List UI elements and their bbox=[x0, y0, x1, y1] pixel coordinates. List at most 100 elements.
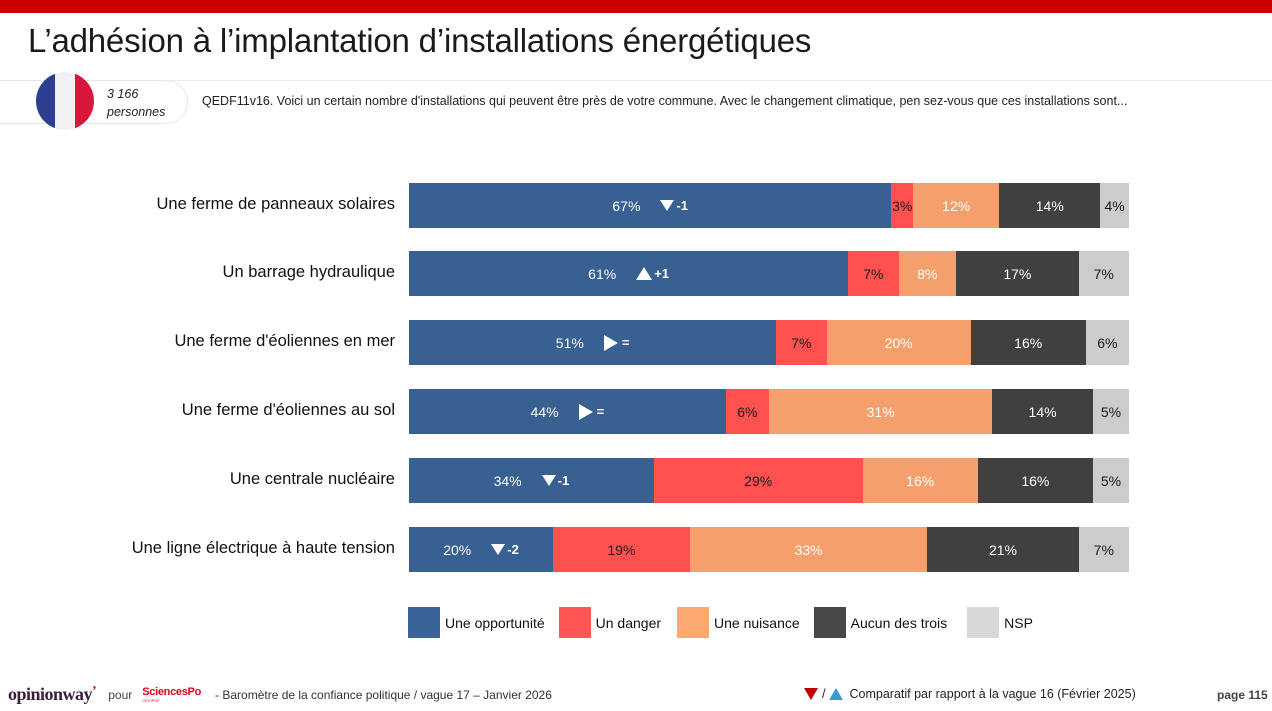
legend-label: Une nuisance bbox=[714, 614, 800, 631]
footer-left: opinionway’ pour SciencesPo CEVIPOF - Ba… bbox=[8, 684, 552, 705]
data-label: 7% bbox=[1093, 541, 1114, 558]
triangle-right-icon bbox=[578, 403, 593, 420]
evolution-indicator: = bbox=[603, 334, 630, 351]
bar-segment-danger: 29% bbox=[653, 458, 863, 503]
evolution-indicator: -1 bbox=[660, 198, 688, 213]
bar-segment-opportunite: 51% = bbox=[409, 320, 777, 365]
bar-row: 51% = 7% 20% 16% 6% bbox=[409, 320, 1129, 365]
data-label: 5% bbox=[1100, 403, 1122, 420]
triangle-down-icon bbox=[491, 544, 506, 555]
bar-row: 20% -2 19% 33% 21% 7% bbox=[409, 527, 1129, 572]
legend-swatch bbox=[813, 607, 846, 638]
legend-swatch bbox=[967, 607, 1000, 638]
data-label: 51% bbox=[555, 334, 584, 351]
data-label: 7% bbox=[1093, 265, 1114, 282]
sciencespo-logo: SciencesPo CEVIPOF bbox=[142, 685, 202, 703]
bar-segment-nsp: 7% bbox=[1078, 251, 1129, 296]
bar-segment-nuisance: 31% bbox=[768, 389, 993, 434]
legend-item-danger: Un danger bbox=[558, 607, 662, 638]
page-number: page 115 bbox=[1217, 688, 1268, 702]
legend-label: Aucun des trois bbox=[850, 614, 948, 631]
bar-segment-opportunite: 61% +1 bbox=[409, 251, 849, 296]
data-label: 21% bbox=[988, 541, 1017, 558]
bar-segment-danger: 6% bbox=[725, 389, 769, 434]
top-accent-bar bbox=[0, 0, 1272, 13]
evolution-indicator: +1 bbox=[636, 266, 669, 281]
evolution-value: +1 bbox=[654, 266, 670, 281]
bar-segment-aucun: 21% bbox=[927, 527, 1079, 572]
data-label: 20% bbox=[443, 541, 472, 558]
bar-segment-nsp: 5% bbox=[1092, 389, 1129, 434]
chart-legend: Une opportunité Un danger Une nuisance Aucu… bbox=[408, 607, 1033, 638]
legend-swatch bbox=[558, 607, 591, 638]
evolution-indicator: -1 bbox=[541, 473, 569, 488]
category-label: Une ferme d'éoliennes en mer bbox=[174, 332, 395, 350]
data-label: 8% bbox=[917, 265, 938, 282]
bar-row: 44% = 6% 31% 14% 5% bbox=[409, 389, 1129, 434]
data-label: 12% bbox=[942, 197, 971, 214]
bar-segment-aucun: 14% bbox=[999, 183, 1101, 228]
bar-segment-nuisance: 8% bbox=[898, 251, 957, 296]
legend-label: Un danger bbox=[595, 614, 662, 631]
evolution-value: = bbox=[596, 404, 605, 419]
legend-item-nsp: NSP bbox=[967, 607, 1033, 638]
legend-swatch bbox=[677, 607, 710, 638]
france-flag-icon bbox=[36, 72, 94, 130]
category-label: Une centrale nucléaire bbox=[229, 470, 395, 488]
opinionway-logo: opinionway’ bbox=[8, 684, 97, 704]
data-label: 7% bbox=[863, 265, 884, 282]
bar-segment-nsp: 5% bbox=[1092, 458, 1129, 503]
decrease-triangle-icon bbox=[804, 688, 818, 700]
data-label: 16% bbox=[906, 472, 935, 489]
triangle-down-icon bbox=[660, 200, 675, 211]
data-label: 16% bbox=[1014, 334, 1043, 351]
data-label: 44% bbox=[530, 403, 559, 420]
legend-label: Une opportunité bbox=[445, 614, 545, 631]
bar-segment-aucun: 16% bbox=[970, 320, 1086, 365]
header-divider bbox=[0, 80, 1272, 81]
data-label: 5% bbox=[1100, 472, 1122, 489]
data-label: 17% bbox=[1003, 265, 1032, 282]
bar-segment-nsp: 6% bbox=[1085, 320, 1129, 365]
bar-segment-nsp: 7% bbox=[1078, 527, 1129, 572]
evolution-value: -1 bbox=[676, 198, 688, 213]
comparison-note: / Comparatif par rapport à la vague 16 (… bbox=[804, 687, 1136, 701]
bar-segment-nsp: 4% bbox=[1100, 183, 1129, 228]
data-label: 6% bbox=[1097, 334, 1118, 351]
legend-swatch bbox=[408, 607, 440, 638]
data-label: 20% bbox=[884, 334, 913, 351]
data-label: 61% bbox=[588, 265, 617, 282]
legend-item-opportunite: Une opportunité bbox=[408, 607, 545, 638]
data-label: 16% bbox=[1021, 472, 1050, 489]
bar-row: 34% -1 29% 16% 16% 5% bbox=[409, 458, 1129, 503]
category-label: Une ferme de panneaux solaires bbox=[156, 195, 395, 213]
bar-segment-opportunite: 44% = bbox=[409, 389, 726, 434]
bar-segment-aucun: 17% bbox=[956, 251, 1079, 296]
triangle-right-icon bbox=[603, 334, 618, 351]
sample-size-number: 3 166 bbox=[107, 87, 139, 101]
triangle-up-icon bbox=[636, 267, 653, 280]
evolution-value: -2 bbox=[507, 542, 519, 557]
bar-segment-danger: 19% bbox=[553, 527, 690, 572]
sample-size: 3 166 personnes bbox=[107, 85, 165, 121]
bar-segment-opportunite: 67% -1 bbox=[409, 183, 892, 228]
triangle-down-icon bbox=[541, 475, 556, 486]
bar-segment-aucun: 16% bbox=[977, 458, 1093, 503]
legend-label: NSP bbox=[1004, 614, 1033, 631]
data-label: 14% bbox=[1035, 197, 1064, 214]
study-title: - Baromètre de la confiance politique / … bbox=[215, 687, 552, 702]
footer-pour: pour bbox=[108, 687, 133, 702]
bar-row: 67% -1 3% 12% 14% 4% bbox=[409, 183, 1129, 228]
stacked-bar-chart: Une ferme de panneaux solaires 67% -1 3% 12%… bbox=[132, 183, 1129, 572]
sample-size-pill bbox=[0, 80, 188, 124]
increase-triangle-icon bbox=[829, 688, 844, 700]
legend-item-nuisance: Une nuisance bbox=[677, 607, 800, 638]
bar-segment-aucun: 14% bbox=[992, 389, 1093, 434]
data-label: 6% bbox=[737, 403, 758, 420]
evolution-value: = bbox=[621, 335, 630, 350]
bar-row: 61% +1 7% 8% 17% 7% bbox=[409, 251, 1129, 296]
bar-segment-nuisance: 20% bbox=[826, 320, 971, 365]
data-label: 14% bbox=[1028, 403, 1057, 420]
data-label: 31% bbox=[866, 403, 895, 420]
bar-segment-danger: 7% bbox=[776, 320, 827, 365]
